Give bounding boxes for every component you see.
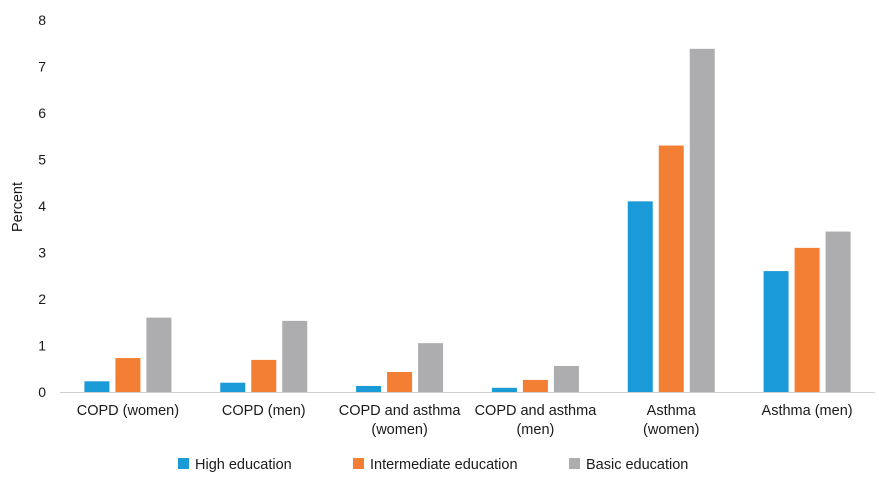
y-tick-label: 6 [38,105,46,121]
bar [763,271,789,392]
x-tick-label: (women) [371,422,427,438]
bar [387,372,413,392]
plot-area [84,48,851,393]
bar [491,387,517,392]
y-tick-label: 0 [38,384,46,400]
x-tick-label: COPD and asthma [475,403,598,419]
x-tick-label: Asthma [647,403,697,419]
bar [115,358,141,392]
y-tick-label: 2 [38,291,46,307]
legend-swatch [353,458,364,469]
y-axis-title: Percent [10,182,26,232]
bar [689,48,715,393]
bar [553,365,579,392]
bar [251,359,277,392]
legend-label: Basic education [586,457,688,473]
y-tick-label: 4 [38,198,46,214]
x-tick-label: COPD (women) [77,403,179,419]
bar [146,317,172,392]
y-tick-label: 5 [38,152,46,168]
y-tick-label: 1 [38,338,46,354]
x-tick-label: COPD and asthma [339,403,462,419]
bar [418,343,444,392]
x-axis: COPD (women) COPD (men) COPD and asthma (wo… [60,392,875,438]
x-tick-label: (men) [516,422,554,438]
y-axis: 0 1 2 3 4 5 6 7 8 [38,12,46,400]
y-tick-label: 8 [38,12,46,28]
x-tick-label: (women) [643,422,699,438]
legend-swatch [569,458,580,469]
bar [356,385,382,392]
bar [84,381,110,392]
legend-swatch [178,458,189,469]
bar [522,379,548,392]
x-tick-label: COPD (men) [222,403,306,419]
legend: High education Intermediate education Basi… [178,457,688,473]
legend-label: Intermediate education [370,457,518,473]
bar [627,201,653,392]
y-tick-label: 3 [38,245,46,261]
bar [658,145,684,392]
y-tick-label: 7 [38,59,46,75]
x-tick-label: Asthma (men) [762,403,853,419]
bar [794,247,820,392]
bar [220,382,246,392]
bar [282,320,308,392]
legend-label: High education [195,457,292,473]
bar [825,231,851,392]
